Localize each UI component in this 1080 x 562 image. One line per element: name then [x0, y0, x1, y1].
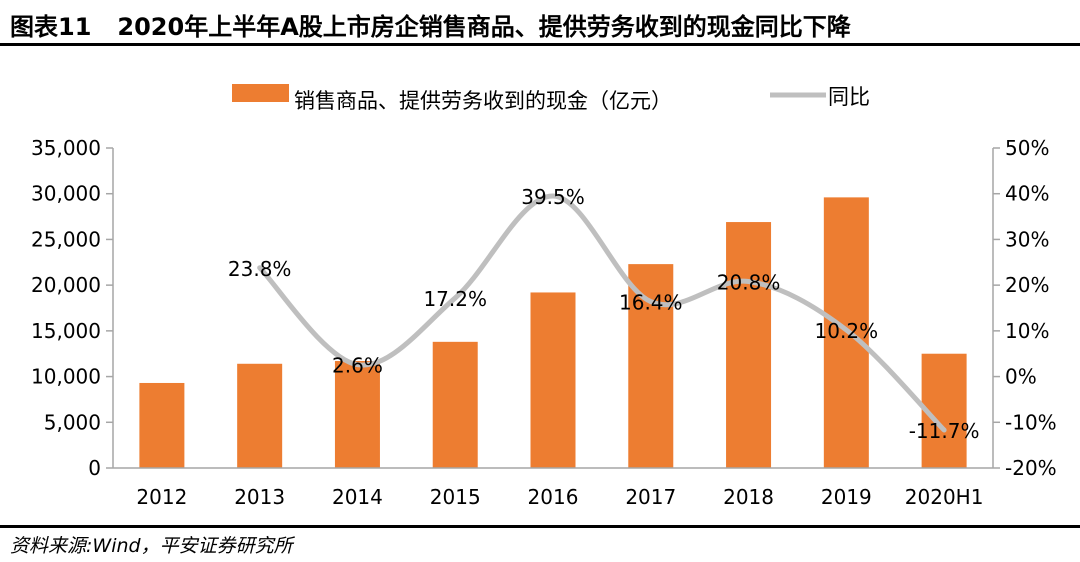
x-axis-tick-label: 2014 — [332, 485, 383, 509]
left-axis-tick-label: 30,000 — [31, 182, 101, 206]
header-rule — [0, 43, 1080, 46]
yoy-data-label: 16.4% — [619, 291, 683, 315]
bar-2016 — [530, 292, 576, 468]
chart-title: 2020年上半年A股上市房企销售商品、提供劳务收到的现金同比下降 — [117, 13, 851, 41]
right-axis-tick-label: 40% — [1005, 182, 1049, 206]
legend-bar-swatch — [232, 84, 289, 102]
left-axis-tick-label: 5,000 — [44, 410, 101, 434]
figure-number: 图表11 — [10, 13, 92, 41]
bar-2012 — [139, 382, 185, 468]
left-axis-tick-label: 0 — [88, 456, 101, 480]
figure-title: 图表11 2020年上半年A股上市房企销售商品、提供劳务收到的现金同比下降 — [10, 7, 851, 42]
x-axis-tick-label: 2018 — [723, 485, 774, 509]
left-axis-tick-label: 25,000 — [31, 227, 101, 251]
yoy-data-label: 17.2% — [423, 287, 487, 311]
right-axis-tick-label: -10% — [1005, 410, 1057, 434]
x-axis-tick-label: 2015 — [430, 485, 481, 509]
x-axis-tick-label: 2012 — [136, 485, 187, 509]
right-y-axis: -20% -10% 0% 10% 20% 30% 40% 50% — [992, 136, 1057, 480]
yoy-data-label: 10.2% — [815, 319, 879, 343]
yoy-data-label: -11.7% — [909, 419, 980, 443]
yoy-line — [257, 193, 947, 433]
bar-2015 — [432, 341, 478, 468]
bar-series — [139, 197, 967, 468]
right-axis-tick-label: 0% — [1005, 365, 1037, 389]
figure-header: 图表11 2020年上半年A股上市房企销售商品、提供劳务收到的现金同比下降 — [0, 0, 1080, 42]
yoy-data-label: 23.8% — [228, 257, 292, 281]
bar-2017 — [628, 264, 674, 468]
line-series — [257, 193, 947, 433]
bar-2018 — [726, 222, 772, 468]
legend-line-label: 同比 — [828, 85, 870, 109]
left-axis-tick-label: 10,000 — [31, 365, 101, 389]
yoy-data-label: 20.8% — [717, 270, 781, 294]
chart-legend: 销售商品、提供劳务收到的现金（亿元） 同比 — [232, 84, 870, 113]
right-axis-tick-label: 30% — [1005, 227, 1049, 251]
left-y-axis: 0 5,000 10,000 15,000 20,000 25,000 30,000 35,0… — [31, 136, 114, 480]
source-note: 资料来源:Wind，平安证券研究所 — [10, 535, 293, 557]
bar-2013 — [237, 363, 283, 468]
left-axis-tick-label: 20,000 — [31, 273, 101, 297]
data-labels: 23.8% 2.6% 17.2% 39.5% 16.4% 20.8% 10.2% -11.7% — [228, 185, 980, 443]
x-axis-tick-label: 2016 — [528, 485, 579, 509]
legend-bar-label: 销售商品、提供劳务收到的现金（亿元） — [294, 89, 672, 113]
bar-2014 — [334, 361, 380, 468]
x-axis-tick-label: 2019 — [821, 485, 872, 509]
x-axis-tick-label: 2020H1 — [905, 485, 984, 509]
footer-rule — [0, 525, 1080, 528]
yoy-data-label: 39.5% — [521, 185, 585, 209]
right-axis-tick-label: -20% — [1005, 456, 1057, 480]
x-axis-tick-label: 2017 — [625, 485, 676, 509]
right-axis-tick-label: 10% — [1005, 319, 1049, 343]
x-axis: 2012 2013 2014 2015 2016 2017 2018 2019 2020H1 — [113, 467, 993, 509]
x-axis-tick-label: 2013 — [234, 485, 285, 509]
yoy-data-label: 2.6% — [332, 354, 383, 378]
right-axis-tick-label: 20% — [1005, 273, 1049, 297]
left-axis-tick-label: 35,000 — [31, 136, 101, 160]
right-axis-tick-label: 50% — [1005, 136, 1049, 160]
left-axis-tick-label: 15,000 — [31, 319, 101, 343]
